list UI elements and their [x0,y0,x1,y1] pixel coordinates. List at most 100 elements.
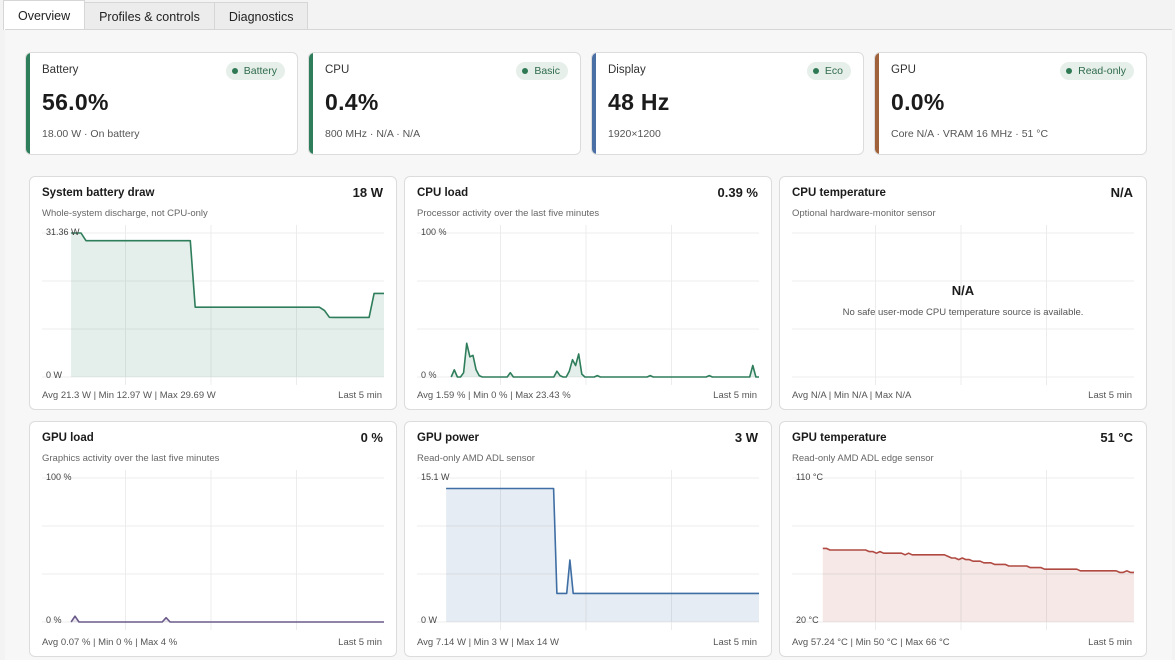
graph-current-value: 0.39 % [717,185,758,200]
status-badge: Battery [225,62,285,80]
card-accent-stripe [875,53,879,154]
y-axis-max-label: 100 % [46,472,72,482]
card-subtitle: 1920×1200 [608,128,661,140]
badge-label: Basic [534,65,560,77]
graph-time-range: Last 5 min [713,390,757,401]
cpu-temperature-graph: CPU temperature N/A Optional hardware-mo… [779,176,1147,410]
series-line [450,342,759,378]
no-data-value: N/A [951,283,975,298]
card-title: Battery [42,64,79,76]
status-dot-icon [812,68,819,74]
gpu-load-plot [42,470,384,630]
graph-current-value: 3 W [734,430,758,445]
graph-current-value: 51 °C [1100,430,1133,445]
y-axis-max-label: 100 % [421,227,447,237]
graph-subtitle: Graphics activity over the last five min… [42,453,220,464]
card-title: CPU [325,64,350,76]
gpu-temperature-graph: GPU temperature 51 °C Read-only AMD ADL … [779,421,1147,657]
y-axis-max-label: 31.36 W [46,227,80,237]
series-area-fill [446,488,759,622]
graph-stats: Avg 1.59 % | Min 0 % | Max 23.43 % [417,390,571,401]
graph-title: GPU power [417,432,479,444]
status-badge: Eco [806,62,851,80]
series-area-fill [71,233,384,377]
card-subtitle: 18.00 W · On battery [42,128,140,140]
graph-title: GPU load [42,432,94,444]
card-value: 56.0% [42,89,109,115]
graph-title: CPU load [417,187,469,199]
battery-draw-graph: System battery draw 18 W Whole-system di… [29,176,397,410]
badge-label: Read-only [1078,65,1126,77]
series-line [70,615,384,623]
status-dot-icon [1066,68,1073,74]
card-accent-stripe [26,53,30,154]
series-line [446,487,759,595]
series-area-fill [71,616,384,622]
graph-stats: Avg 57.24 °C | Min 50 °C | Max 66 °C [792,637,950,648]
series-line [71,232,384,319]
graph-subtitle: Read-only AMD ADL edge sensor [792,453,934,464]
card-value: 0.4% [325,89,379,115]
card-value: 48 Hz [608,89,670,115]
tab-diagnostics[interactable]: Diagnostics [214,2,309,30]
gpu-power-plot [417,470,759,630]
cpu-temperature-plot [792,225,1134,385]
gpu-load-graph: GPU load 0 % Graphics activity over the … [29,421,397,657]
status-dot-icon [231,68,238,74]
battery-draw-plot [42,225,384,385]
graph-subtitle: Optional hardware-monitor sensor [792,208,936,219]
gpu-temperature-plot [792,470,1134,630]
graph-stats: Avg 0.07 % | Min 0 % | Max 4 % [42,637,178,648]
status-dot-icon [522,68,529,74]
card-accent-stripe [592,53,596,154]
graph-current-value: N/A [1110,185,1133,200]
card-accent-stripe [309,53,313,154]
badge-label: Eco [824,65,843,77]
graph-current-value: 18 W [352,185,383,200]
gpu-power-graph: GPU power 3 W Read-only AMD ADL sensor 1… [404,421,772,657]
graph-subtitle: Whole-system discharge, not CPU-only [42,208,208,219]
y-axis-min-label: 0 % [46,615,62,625]
card-value: 0.0% [891,89,945,115]
battery-card: Battery Battery 56.0% 18.00 W · On batte… [25,52,298,155]
display-card: Display Eco 48 Hz 1920×1200 [591,52,864,155]
graph-title: CPU temperature [792,187,886,199]
card-subtitle: Core N/A · VRAM 16 MHz · 51 °C [891,128,1049,140]
tab-profiles-controls[interactable]: Profiles & controls [85,2,215,30]
card-title: GPU [891,64,916,76]
graph-current-value: 0 % [360,430,383,445]
badge-label: Battery [243,65,277,77]
cpu-card: CPU Basic 0.4% 800 MHz · N/A · N/A [308,52,581,155]
y-axis-max-label: 110 °C [796,472,823,482]
series-area-fill [451,343,759,377]
card-title: Display [608,64,646,76]
graph-stats: Avg 7.14 W | Min 3 W | Max 14 W [417,637,560,648]
y-axis-min-label: 0 W [46,370,63,380]
status-badge: Basic [516,62,568,80]
y-axis-min-label: 0 W [421,615,438,625]
y-axis-min-label: 20 °C [796,615,819,625]
status-badge: Read-only [1060,62,1134,80]
graph-subtitle: Processor activity over the last five mi… [417,208,600,219]
graph-subtitle: Read-only AMD ADL sensor [417,453,535,464]
y-axis-max-label: 15.1 W [421,472,450,482]
series-area-fill [822,548,1134,622]
cpu-load-graph: CPU load 0.39 % Processor activity over … [404,176,772,410]
graph-time-range: Last 5 min [1088,637,1132,648]
tab-bar: Overview Profiles & controls Diagnostics [3,0,309,30]
cpu-load-plot [417,225,759,385]
graph-time-range: Last 5 min [338,637,382,648]
graph-time-range: Last 5 min [1088,390,1132,401]
graph-time-range: Last 5 min [713,637,757,648]
gpu-card: GPU Read-only 0.0% Core N/A · VRAM 16 MH… [874,52,1147,155]
graph-stats: Avg N/A | Min N/A | Max N/A [792,390,912,401]
graph-title: System battery draw [42,187,155,199]
graph-title: GPU temperature [792,432,887,444]
graph-stats: Avg 21.3 W | Min 12.97 W | Max 29.69 W [42,390,216,401]
tab-overview[interactable]: Overview [3,0,86,30]
no-data-message: No safe user-mode CPU temperature source… [842,307,1084,318]
card-subtitle: 800 MHz · N/A · N/A [325,128,421,140]
y-axis-min-label: 0 % [421,370,437,380]
series-line [822,547,1134,574]
graph-time-range: Last 5 min [338,390,382,401]
